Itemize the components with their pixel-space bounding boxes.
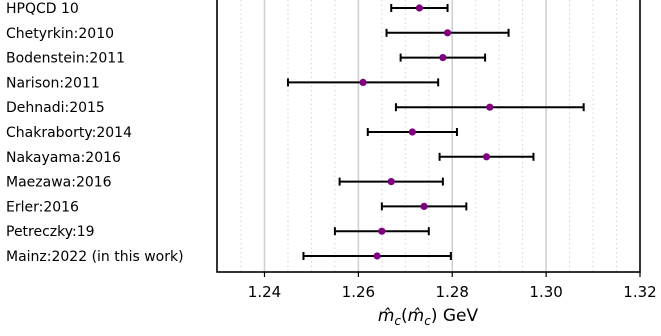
x-tick-label: 1.24 — [248, 283, 281, 301]
category-label: Erler:2016 — [6, 199, 79, 215]
data-point — [420, 202, 428, 210]
category-label: Dehnadi:2015 — [6, 100, 105, 116]
x-tick-label: 1.28 — [436, 283, 469, 301]
category-label: Nakayama:2016 — [6, 150, 121, 166]
data-point — [486, 103, 494, 111]
data-point — [415, 4, 423, 12]
category-label: Bodenstein:2011 — [6, 51, 125, 67]
data-point — [378, 227, 386, 235]
x-tick-label: 1.32 — [623, 283, 656, 301]
category-label: Maezawa:2016 — [6, 175, 112, 191]
category-label: Chetyrkin:2010 — [6, 26, 114, 42]
data-points — [359, 4, 494, 260]
x-tick-label: 1.26 — [342, 283, 375, 301]
x-axis-ticks: 1.24 1.26 1.28 1.30 1.32 — [248, 272, 657, 301]
category-label: Petreczky:19 — [6, 224, 95, 240]
category-label: Chakraborty:2014 — [6, 125, 132, 141]
category-label: Mainz:2022 (in this work) — [6, 249, 184, 265]
x-axis-label: m̂c(m̂c) GeV — [378, 306, 479, 328]
error-bars — [286, 4, 585, 260]
category-label: HPQCD 10 — [6, 1, 79, 17]
data-point — [443, 29, 452, 37]
x-tick-label: 1.30 — [529, 283, 562, 301]
plot-frame — [216, 0, 641, 273]
grid-lines — [240, 0, 618, 272]
category-label: Narison:2011 — [6, 75, 100, 91]
data-point — [373, 252, 381, 260]
data-point — [408, 128, 416, 136]
data-point — [359, 78, 367, 86]
data-point — [482, 153, 491, 161]
data-point — [439, 54, 447, 62]
category-labels: HPQCD 10 Chetyrkin:2010 Bodenstein:2011 Nar… — [6, 1, 184, 265]
data-point — [387, 178, 395, 186]
